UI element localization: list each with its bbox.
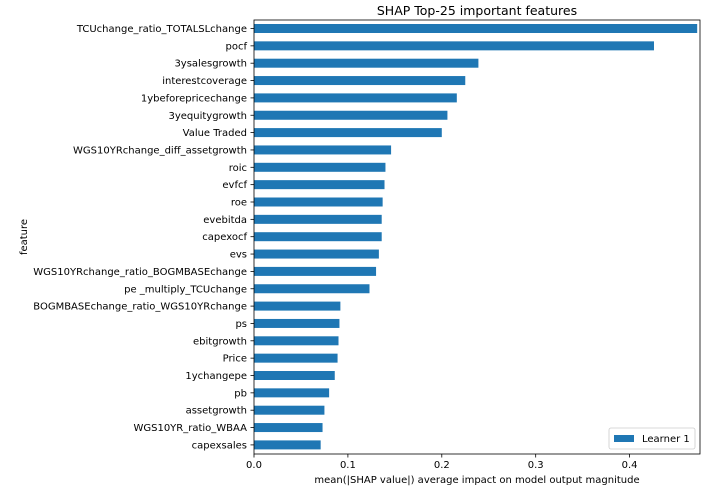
y-tick-label: 3yequitygrowth — [168, 111, 247, 122]
bar — [254, 145, 392, 155]
bar — [254, 440, 321, 450]
y-tick-label: BOGMBASEchange_ratio_WGS10YRchange — [33, 302, 247, 313]
legend-label: Learner 1 — [642, 434, 690, 445]
y-tick-label: capexsales — [192, 440, 247, 451]
y-tick-label: interestcoverage — [162, 76, 247, 87]
y-tick-label: ps — [235, 319, 247, 330]
bar — [254, 58, 479, 68]
bar — [254, 197, 383, 207]
bar — [254, 162, 386, 172]
bar — [254, 41, 654, 51]
y-tick-label: roe — [231, 198, 247, 209]
bar — [254, 214, 382, 224]
y-tick-label: 1ychangepe — [185, 371, 247, 382]
bar — [254, 301, 341, 311]
bar — [254, 388, 330, 398]
legend-swatch — [614, 435, 634, 442]
y-tick-label: pb — [234, 388, 247, 399]
y-tick-label: capexocf — [202, 232, 247, 243]
bar — [254, 180, 385, 190]
y-tick-label: evebitda — [203, 215, 247, 226]
bar — [254, 110, 448, 120]
y-tick-label: ebitgrowth — [193, 336, 247, 347]
bar — [254, 24, 698, 33]
bar — [254, 93, 457, 103]
x-ticks: 0.0 0.1 0.2 0.3 0.4 — [246, 454, 638, 471]
bar — [254, 76, 466, 86]
y-tick-label: Value Traded — [183, 128, 247, 139]
y-tick-label: pocf — [226, 41, 248, 52]
legend: Learner 1 — [608, 427, 696, 450]
x-tick-label: 0.4 — [622, 460, 638, 471]
bar — [254, 371, 335, 380]
chart-title: SHAP Top-25 important features — [377, 3, 577, 18]
x-tick-label: 0.3 — [528, 460, 544, 471]
y-tick-label: pe _multiply_TCUchange — [124, 284, 247, 295]
y-tick-label: evfcf — [222, 180, 247, 191]
plot-area-frame — [253, 19, 701, 455]
legend-box — [608, 427, 696, 450]
bar — [254, 318, 340, 328]
y-tick-label: Price — [223, 354, 247, 365]
bar — [254, 336, 339, 346]
bar — [254, 128, 442, 138]
y-tick-label: assetgrowth — [186, 406, 247, 417]
y-tick-label: WGS10YRchange_ratio_BOGMBASEchange — [33, 267, 247, 278]
x-tick-label: 0.2 — [434, 460, 450, 471]
y-tick-label: WGS10YR_ratio_WBAA — [133, 423, 247, 434]
bar — [254, 249, 379, 259]
y-tick-label: roic — [229, 163, 247, 174]
y-axis-label: feature — [19, 219, 30, 255]
y-tick-label: evs — [230, 250, 247, 261]
y-tick-label: WGS10YRchange_diff_assetgrowth — [73, 145, 247, 156]
bar — [254, 405, 325, 415]
bar — [254, 232, 382, 242]
x-tick-label: 0.0 — [246, 460, 262, 471]
bar — [254, 266, 377, 276]
x-tick-label: 0.1 — [340, 460, 356, 471]
y-tick-label: 3ysalesgrowth — [174, 59, 247, 70]
x-axis-label: mean(|SHAP value|) average impact on mod… — [314, 475, 639, 486]
bar — [254, 353, 338, 363]
y-tick-label: TCUchange_ratio_TOTALSLchange — [76, 24, 247, 35]
bar — [254, 423, 323, 433]
bars-group — [254, 24, 698, 450]
y-tick-label: 1ybeforepricechange — [141, 93, 247, 104]
bar — [254, 284, 370, 294]
